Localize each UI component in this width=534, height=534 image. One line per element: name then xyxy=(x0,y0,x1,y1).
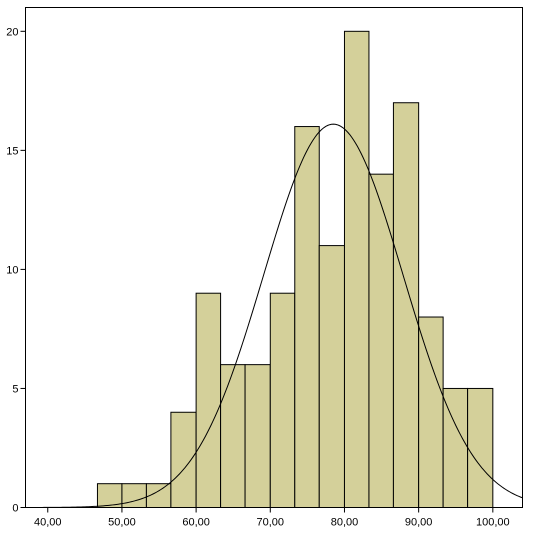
x-tick-label-0: 40,00 xyxy=(34,517,62,529)
histogram-bar-12 xyxy=(392,102,420,508)
histogram-bar-14 xyxy=(442,387,469,509)
histogram-bar-6 xyxy=(244,364,271,508)
histogram-bar-15 xyxy=(467,387,494,509)
y-tick-label-1: 5 xyxy=(12,383,18,395)
histogram-bar-10 xyxy=(343,30,370,509)
x-tick-label-4: 80,00 xyxy=(331,517,359,529)
bars-group xyxy=(96,30,494,509)
histogram-bar-13 xyxy=(418,316,444,508)
histogram-bar-4 xyxy=(195,292,222,509)
histogram-bar-9 xyxy=(318,245,345,508)
x-tick-label-5: 90,00 xyxy=(405,517,433,529)
normal-curve xyxy=(25,123,523,508)
normal-curve-group xyxy=(25,123,523,508)
histogram-bar-8 xyxy=(294,126,320,509)
y-tick-label-0: 0 xyxy=(12,503,18,515)
y-tick-label-3: 15 xyxy=(6,145,18,157)
y-axis: 0 5 10 15 20 xyxy=(6,26,26,515)
histogram-bar-3 xyxy=(170,411,197,508)
x-tick-label-6: 100,00 xyxy=(476,517,510,529)
histogram-bar-7 xyxy=(269,292,296,509)
y-tick-label-4: 20 xyxy=(6,26,18,38)
x-axis: 40,00 50,00 60,00 70,00 80,00 90,00 100,00 xyxy=(34,507,510,529)
x-tick-label-1: 50,00 xyxy=(108,517,136,529)
histogram-bar-1 xyxy=(121,483,147,509)
y-tick-label-2: 10 xyxy=(6,264,18,276)
histogram-bar-11 xyxy=(368,173,394,509)
histogram-bar-5 xyxy=(220,364,246,508)
x-tick-label-3: 70,00 xyxy=(257,517,285,529)
x-tick-label-2: 60,00 xyxy=(182,517,210,529)
